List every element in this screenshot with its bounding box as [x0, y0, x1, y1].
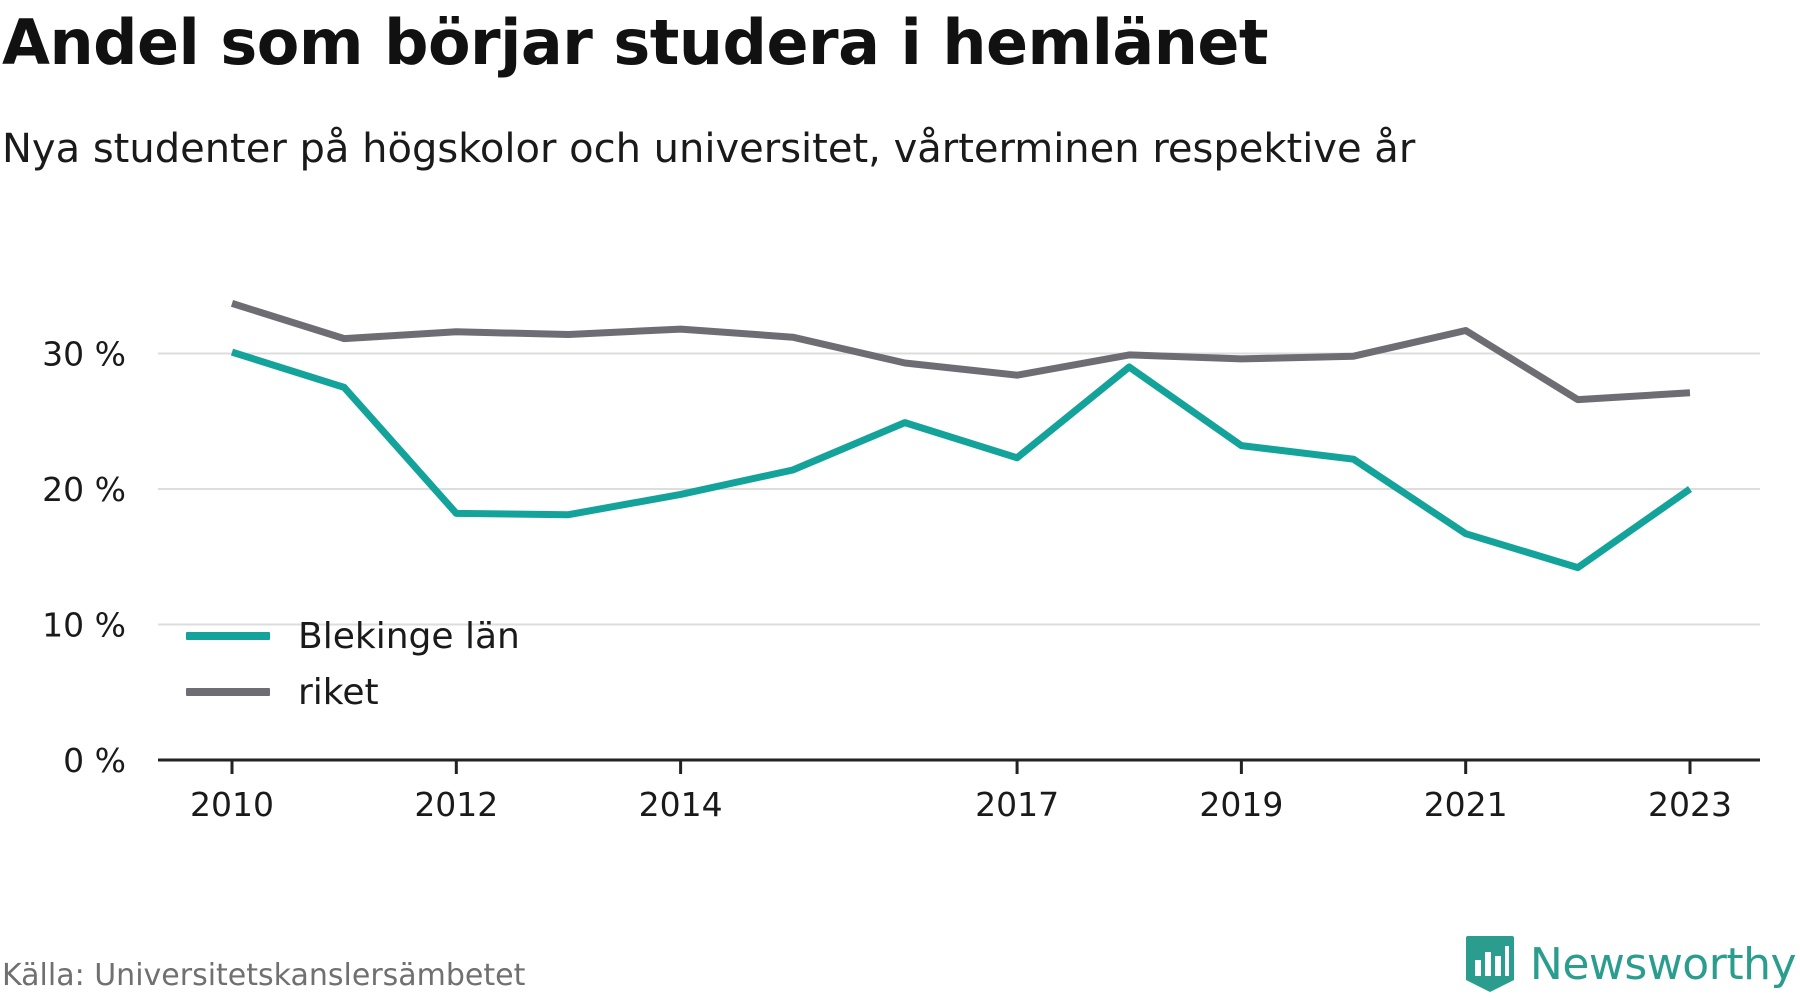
x-tick-label: 2017	[975, 785, 1059, 824]
legend-label-riket: riket	[298, 671, 379, 713]
y-tick-label: 30 %	[42, 335, 126, 374]
legend-item-blekinge[interactable]: Blekinge län	[186, 608, 520, 664]
legend-swatch-riket	[186, 688, 270, 696]
x-tick-label: 2014	[639, 785, 723, 824]
y-tick-label: 10 %	[42, 606, 126, 645]
x-tick-label: 2023	[1648, 785, 1732, 824]
legend-item-riket[interactable]: riket	[186, 664, 520, 720]
legend: Blekinge län riket	[186, 608, 520, 720]
line-chart: 0 % 10 % 20 % 30 % 2010 2012 2014 2017 2019 2021…	[42, 300, 1760, 824]
x-tick-label: 2021	[1424, 785, 1508, 824]
series-line-blekinge[interactable]	[230, 348, 1693, 572]
brand-name: Newsworthy	[1529, 938, 1797, 990]
legend-swatch-blekinge	[186, 632, 270, 640]
brand-logo[interactable]: Newsworthy	[1464, 934, 1797, 994]
chart-title: Andel som börjar studera i hemlänet	[2, 6, 1269, 79]
y-tick-label: 0 %	[63, 741, 126, 780]
x-tick-label: 2010	[190, 785, 274, 824]
chart-subtitle: Nya studenter på högskolor och universit…	[2, 126, 1416, 172]
newsworthy-logo-icon	[1465, 936, 1514, 992]
y-tick-label: 20 %	[42, 470, 126, 509]
x-tick-label: 2012	[414, 785, 498, 824]
source-note: Källa: Universitetskanslersämbetet	[2, 958, 526, 993]
legend-label-blekinge: Blekinge län	[298, 615, 520, 657]
series-line-riket[interactable]	[230, 300, 1691, 404]
x-tick-label: 2019	[1199, 785, 1283, 824]
